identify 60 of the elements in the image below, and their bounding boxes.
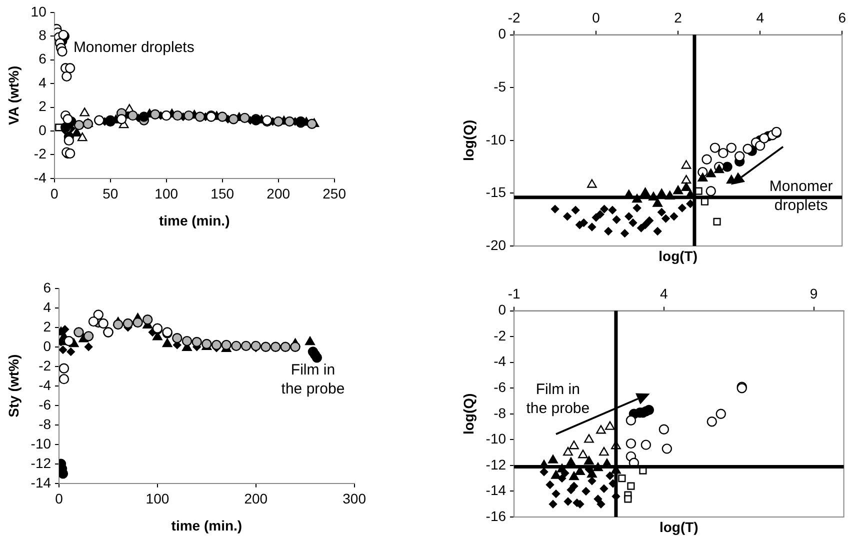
x-tick-label: 0 [592, 9, 600, 26]
annotation: Monomer droplets [73, 39, 194, 56]
y-tick-label: -14 [486, 482, 506, 498]
y-tick-label: 0 [498, 302, 506, 318]
y-tick-label: 4 [38, 74, 47, 90]
y-tick-label: -4 [38, 376, 52, 393]
y-tick-label: 2 [38, 98, 47, 114]
y-tick-label: 4 [43, 298, 52, 315]
y-tick-label: -20 [486, 236, 506, 253]
y-tick-label: -12 [486, 456, 506, 472]
y-tick-label: -15 [486, 184, 506, 200]
y-tick-label: -2 [34, 146, 47, 162]
y-tick-label: -6 [38, 396, 52, 412]
y-tick-label: -14 [30, 474, 52, 490]
x-tick-label: 4 [660, 285, 668, 302]
y-tick-label: 8 [38, 26, 47, 43]
x-tick-label: 6 [838, 9, 846, 26]
annotation: Film in the probe [526, 381, 590, 418]
annotation: Monomer droplets [769, 178, 833, 214]
x-tick-label: 4 [756, 9, 764, 26]
y-tick-label: -8 [494, 404, 506, 421]
y-axis-title: VA (wt%) [5, 66, 22, 125]
x-axis-title: log(T) [658, 248, 698, 264]
y-tick-label: 2 [43, 318, 52, 334]
x-axis-title: time (min.) [158, 212, 230, 228]
y-tick-label: 10 [30, 3, 47, 20]
y-tick-label: -10 [30, 435, 52, 452]
x-axis-title: time (min.) [171, 517, 242, 534]
y-tick-label: -6 [494, 378, 506, 395]
x-tick-label: 100 [154, 186, 178, 202]
x-tick-label: -1 [508, 285, 520, 302]
y-tick-label: -4 [494, 353, 506, 370]
x-tick-label: 150 [210, 186, 234, 202]
x-tick-label: 200 [244, 490, 268, 507]
y-tick-label: -10 [486, 131, 506, 148]
x-tick-label: 50 [102, 186, 118, 202]
x-tick-label: 300 [342, 490, 366, 507]
y-axis-title: Sty (wt%) [5, 354, 22, 418]
y-tick-label: -5 [494, 78, 506, 94]
y-axis-title: log(Q) [460, 120, 476, 162]
y-tick-label: -4 [34, 169, 47, 186]
x-tick-label: 200 [266, 186, 290, 202]
y-axis-title: log(Q) [460, 393, 476, 435]
y-tick-label: -12 [30, 454, 52, 471]
y-tick-label: -10 [486, 430, 506, 447]
y-tick-label: -16 [486, 508, 506, 524]
y-tick-label: -2 [38, 357, 52, 374]
y-tick-label: -2 [494, 327, 506, 344]
x-tick-label: 9 [810, 285, 818, 302]
annotation: Film in the probe [281, 362, 345, 398]
x-tick-label: 2 [674, 9, 682, 26]
y-tick-label: 0 [498, 26, 506, 42]
x-tick-label: 250 [322, 186, 346, 202]
x-tick-label: 0 [55, 490, 64, 507]
y-tick-label: 6 [38, 50, 47, 67]
y-tick-label: 0 [38, 122, 47, 138]
x-axis-title: log(T) [659, 518, 698, 535]
x-tick-label: 100 [146, 490, 170, 507]
y-tick-label: -8 [38, 416, 52, 432]
y-tick-label: 0 [43, 338, 52, 354]
